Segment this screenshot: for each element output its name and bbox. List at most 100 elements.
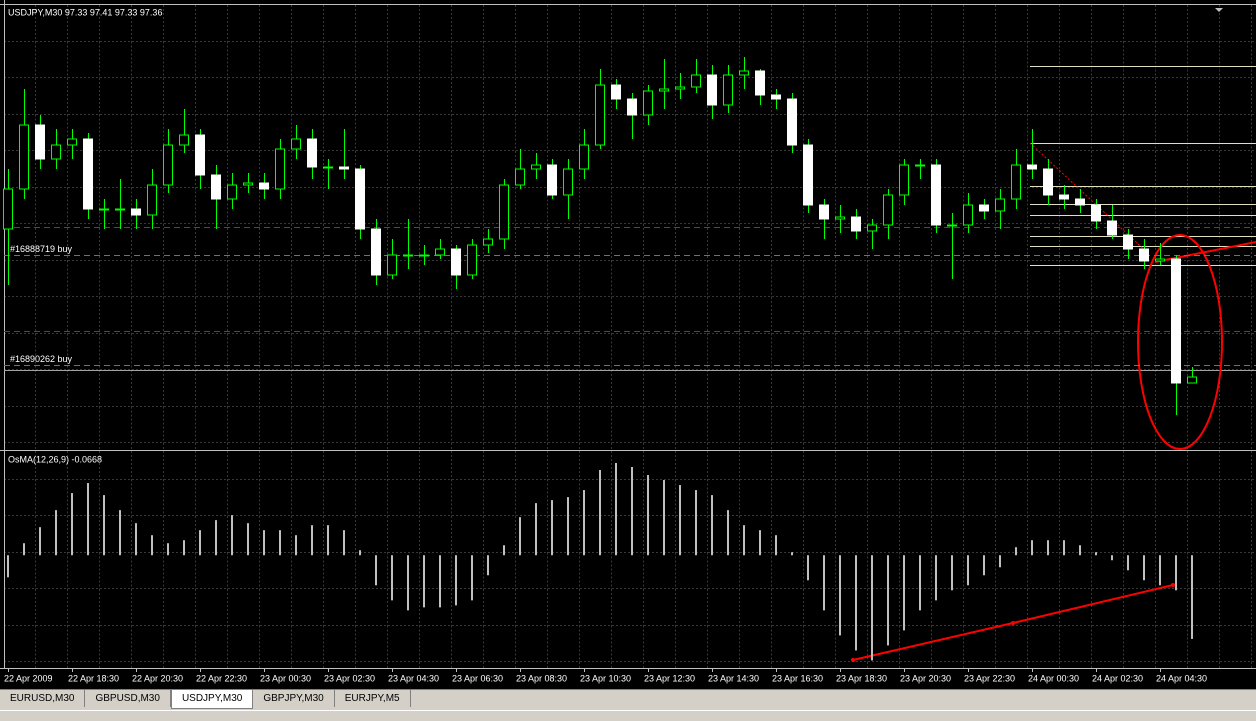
histogram-bar: [615, 463, 617, 556]
x-tick-label: 24 Apr 02:30: [1092, 673, 1143, 683]
candle-body: [115, 208, 125, 211]
candle-body: [35, 124, 45, 160]
shift-marker: [1215, 8, 1223, 12]
candle-body: [771, 94, 781, 100]
histogram-bar: [407, 555, 409, 611]
histogram-bar: [1159, 555, 1161, 586]
histogram-bar: [167, 543, 169, 556]
candle-body: [323, 166, 333, 169]
order-label: #16890262 buy: [10, 354, 73, 364]
candle-body: [451, 248, 461, 276]
histogram-bar: [55, 510, 57, 556]
x-tick-label: 24 Apr 00:30: [1028, 673, 1079, 683]
candle-body: [419, 254, 429, 257]
candle-body: [275, 148, 285, 190]
histogram-bar: [791, 552, 793, 556]
candle-body: [499, 184, 509, 240]
x-tick-label: 22 Apr 2009: [4, 673, 53, 683]
histogram-bar: [1127, 555, 1129, 571]
candle-body: [51, 144, 61, 160]
candle-body: [627, 98, 637, 116]
candle-body: [1107, 220, 1117, 236]
histogram-bar: [1079, 545, 1081, 556]
histogram-bar: [727, 510, 729, 556]
candle-body: [1011, 164, 1021, 200]
histogram-bar: [439, 555, 441, 608]
candle-body: [787, 98, 797, 146]
candle-body: [547, 164, 557, 196]
histogram-bar: [647, 475, 649, 556]
histogram-bar: [967, 555, 969, 586]
candle-body: [1027, 164, 1037, 170]
candle-body: [963, 204, 973, 226]
x-tick-label: 23 Apr 16:30: [772, 673, 823, 683]
highlight-ellipse: [1137, 234, 1223, 450]
histogram-bar: [631, 467, 633, 556]
histogram-bar: [711, 495, 713, 556]
histogram-bar: [503, 545, 505, 556]
histogram-bar: [455, 555, 457, 606]
candle-body: [1091, 204, 1101, 222]
histogram-bar: [7, 555, 9, 578]
candle-body: [227, 184, 237, 200]
histogram-bar: [487, 555, 489, 576]
candle-body: [819, 204, 829, 220]
candle-body: [147, 184, 157, 216]
candle-body: [835, 216, 845, 220]
histogram-bar: [983, 555, 985, 576]
candle-body: [611, 84, 621, 100]
candle-body: [931, 164, 941, 226]
indicator-title: OsMA(12,26,9) -0.0668: [8, 454, 102, 464]
candle-body: [243, 182, 253, 186]
histogram-bar: [855, 555, 857, 651]
divergence-points: [851, 583, 1175, 662]
tab[interactable]: EURJPY,M5: [335, 690, 411, 707]
candle-body: [803, 144, 813, 206]
histogram-bar: [87, 483, 89, 556]
candle-body: [387, 254, 397, 276]
histogram-bar: [359, 550, 361, 556]
x-tick-label: 23 Apr 12:30: [644, 673, 695, 683]
candle-body: [435, 248, 445, 256]
candle-body: [131, 208, 141, 216]
histogram-bar: [295, 535, 297, 556]
histogram-bar: [327, 525, 329, 556]
histogram-bar: [151, 535, 153, 556]
x-tick-label: 22 Apr 20:30: [132, 673, 183, 683]
candle-body: [851, 216, 861, 232]
histogram-bar: [663, 480, 665, 556]
histogram-bar: [759, 530, 761, 556]
tab[interactable]: GBPJPY,M30: [253, 690, 335, 707]
histogram-bar: [743, 525, 745, 556]
candle-body: [259, 182, 269, 190]
histogram-bar: [1143, 555, 1145, 581]
candle-body: [163, 144, 173, 186]
histogram-bar: [583, 490, 585, 556]
candle-body: [707, 74, 717, 106]
candle-body: [899, 164, 909, 196]
tab-active[interactable]: USDJPY,M30: [170, 690, 254, 709]
candle-body: [483, 238, 493, 246]
candle-body: [531, 164, 541, 170]
tab[interactable]: GBPUSD,M30: [85, 690, 171, 707]
histogram-bar: [39, 527, 41, 556]
candle-body: [995, 198, 1005, 212]
x-tick-label: 24 Apr 04:30: [1156, 673, 1207, 683]
histogram-bar: [519, 517, 521, 556]
candle-body: [467, 244, 477, 276]
histogram-bar: [919, 555, 921, 611]
histogram-bar: [1031, 540, 1033, 556]
candle-body: [403, 254, 413, 257]
tab[interactable]: EURUSD,M30: [0, 690, 86, 707]
histogram-bar: [1095, 552, 1097, 556]
candle-body: [579, 144, 589, 170]
candle-body: [947, 224, 957, 227]
histogram-bar: [551, 500, 553, 556]
histogram-bar: [1063, 540, 1065, 556]
candle-body: [515, 168, 525, 186]
candle-body: [1139, 248, 1149, 262]
histogram-bar: [695, 490, 697, 556]
histogram-bar: [311, 525, 313, 556]
histogram-bar: [951, 555, 953, 591]
